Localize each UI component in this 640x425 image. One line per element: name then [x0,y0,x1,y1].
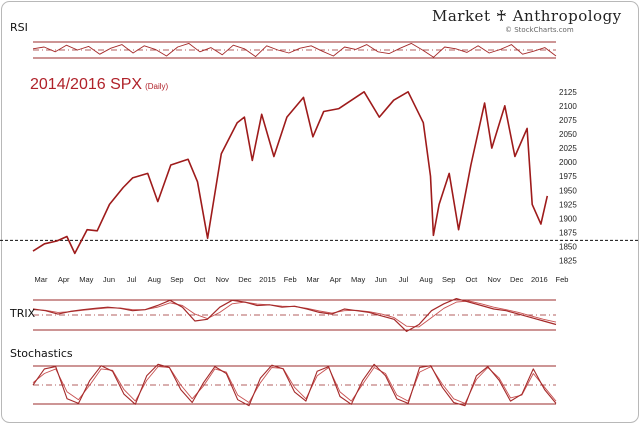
y-tick-label: 2100 [559,102,577,111]
trix-label: TRIX [10,307,36,320]
x-tick-label: Dec [238,275,252,284]
brand-logo: Market ♰ Anthropology [432,7,622,25]
y-tick-label: 2025 [559,144,577,153]
chart-title-main: 2014/2016 SPX [30,76,143,93]
x-tick-label: Nov [487,275,501,284]
x-tick-label: 2016 [531,275,548,284]
y-tick-label: 1900 [559,214,577,223]
x-tick-label: May [351,275,365,284]
y-tick-label: 1825 [559,257,577,266]
x-tick-label: Mar [306,275,319,284]
y-tick-label: 2050 [559,130,577,139]
x-tick-label: Aug [419,275,432,284]
x-tick-label: Aug [148,275,161,284]
y-tick-label: 1975 [559,172,577,181]
y-tick-label: 2125 [559,88,577,97]
x-tick-label: Oct [466,275,479,284]
x-tick-label: Jun [375,275,387,284]
x-tick-label: Dec [510,275,524,284]
x-tick-label: May [79,275,93,284]
y-tick-label: 1850 [559,243,577,252]
x-tick-label: Sep [170,275,183,284]
y-tick-label: 2000 [559,158,577,167]
y-tick-label: 1950 [559,186,577,195]
stochastics-line [32,363,557,407]
x-tick-label: Jul [127,275,137,284]
chart-title: 2014/2016 SPX (Daily) [30,76,168,94]
stochastics-label: Stochastics [10,347,73,360]
x-tick-label: 2015 [259,275,276,284]
x-tick-label: Sep [442,275,455,284]
x-tick-label: Feb [556,275,569,284]
spx-price-line [32,91,549,255]
x-tick-label: Oct [194,275,207,284]
y-tick-label: 2075 [559,116,577,125]
x-tick-label: Jul [399,275,409,284]
x-tick-label: Apr [58,275,70,284]
trix-line [32,298,557,332]
rsi-label: RSI [10,21,28,34]
rsi-line [32,42,557,58]
x-tick-label: Mar [35,275,48,284]
chart-title-sub: (Daily) [145,82,169,91]
source-credit: © StockCharts.com [505,26,574,34]
x-tick-label: Feb [284,275,297,284]
y-tick-label: 1875 [559,229,577,238]
y-tick-label: 1925 [559,200,577,209]
x-tick-label: Apr [330,275,342,284]
x-tick-label: Nov [216,275,230,284]
x-tick-label: Jun [103,275,115,284]
